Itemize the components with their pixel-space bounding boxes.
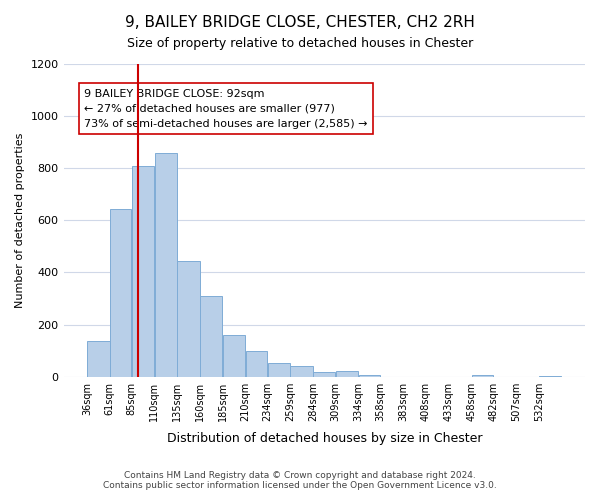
- Bar: [178, 260, 200, 376]
- Bar: [268, 363, 290, 376]
- X-axis label: Distribution of detached houses by size in Chester: Distribution of detached houses by size …: [167, 432, 482, 445]
- Text: 9, BAILEY BRIDGE CLOSE, CHESTER, CH2 2RH: 9, BAILEY BRIDGE CLOSE, CHESTER, CH2 2RH: [125, 15, 475, 30]
- Text: 9 BAILEY BRIDGE CLOSE: 92sqm
← 27% of detached houses are smaller (977)
73% of s: 9 BAILEY BRIDGE CLOSE: 92sqm ← 27% of de…: [85, 89, 368, 128]
- Bar: [132, 166, 154, 376]
- Bar: [359, 375, 380, 376]
- Bar: [246, 352, 267, 376]
- Bar: [290, 366, 313, 376]
- Y-axis label: Number of detached properties: Number of detached properties: [15, 132, 25, 308]
- Bar: [200, 296, 223, 376]
- Text: Size of property relative to detached houses in Chester: Size of property relative to detached ho…: [127, 38, 473, 51]
- Bar: [223, 336, 245, 376]
- Text: Contains HM Land Registry data © Crown copyright and database right 2024.
Contai: Contains HM Land Registry data © Crown c…: [103, 470, 497, 490]
- Bar: [313, 372, 335, 376]
- Bar: [155, 152, 177, 376]
- Bar: [110, 208, 131, 376]
- Bar: [336, 372, 358, 376]
- Bar: [87, 342, 110, 376]
